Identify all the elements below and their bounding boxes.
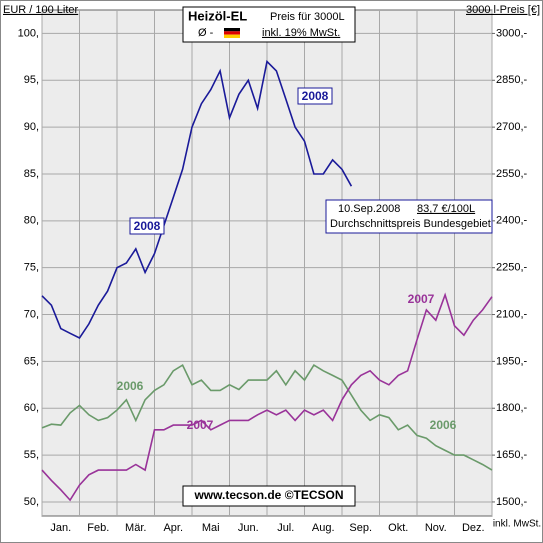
flag-red: [224, 31, 240, 35]
y2-tick-label: 3000,-: [496, 27, 528, 39]
source-frame: [182, 485, 356, 507]
x-tick-label: Aug.: [312, 522, 335, 534]
y2-tick-label: 2850,-: [496, 74, 528, 86]
y-tick-label: 75,: [24, 262, 39, 274]
x-tick-label: Mai: [202, 522, 220, 534]
y2-tick-label: 1500,-: [496, 496, 528, 508]
series-label: 2007: [187, 418, 214, 432]
x-tick-label: Dez.: [462, 522, 485, 534]
series-label: 2008: [134, 219, 161, 233]
y2-tick-label: 2400,-: [496, 215, 528, 227]
series-line: [41, 59, 353, 340]
x-tick-label: Jan.: [50, 522, 71, 534]
y-tick-label: 60,: [24, 402, 39, 414]
y2-axis-label: 3000 l-Preis [€]: [466, 4, 540, 16]
flag-black: [224, 28, 240, 32]
series-label: 2007: [408, 292, 435, 306]
series-label: 2008: [302, 89, 329, 103]
source-box: www.tecson.de ©TECSON: [182, 485, 356, 507]
x-note: inkl. MwSt.: [493, 519, 541, 530]
y2-tick-label: 1800,-: [496, 402, 528, 414]
x-tick-label: Jun.: [238, 522, 259, 534]
y2-tick-label: 1650,-: [496, 449, 528, 461]
y-tick-label: 80,: [24, 215, 39, 227]
title-frame: [182, 6, 356, 43]
source: www.tecson.de ©TECSON: [193, 488, 343, 502]
annotation-price: 83,7 €/100L: [417, 203, 475, 215]
x-tick-label: Jul.: [277, 522, 294, 534]
y-tick-label: 95,: [24, 74, 39, 86]
y-tick-label: 70,: [24, 308, 39, 320]
flag: [224, 28, 240, 38]
y2-tick-label: 2550,-: [496, 168, 528, 180]
series-line: [41, 292, 493, 502]
y2-tick-label: 1950,-: [496, 355, 528, 367]
chart-title: Heizöl-EL: [188, 8, 247, 23]
y-axis-label: EUR / 100 Liter: [3, 4, 79, 16]
y2-tick-label: 2700,-: [496, 121, 528, 133]
annotation-note: Durchschnittspreis Bundesgebiet: [330, 218, 491, 230]
annotation-box: 10.Sep.2008 83,7 €/100L Durchschnittspre…: [325, 199, 493, 234]
x-tick-label: Nov.: [425, 522, 447, 534]
tax-note: inkl. 19% MwSt.: [262, 27, 340, 39]
y-tick-label: 100,: [18, 27, 39, 39]
series-label-frame: [297, 87, 333, 105]
series-label: 2006: [430, 418, 457, 432]
x-tick-label: Apr.: [163, 522, 183, 534]
title-box: Heizöl-EL Preis für 3000L Ø - inkl. 19% …: [182, 6, 356, 43]
lines: [41, 59, 493, 502]
y-tick-label: 55,: [24, 449, 39, 461]
y-tick-label: 85,: [24, 168, 39, 180]
annotation-date: 10.Sep.2008: [338, 203, 400, 215]
annotation-frame: [325, 199, 493, 234]
flag-gold: [224, 34, 240, 38]
average-label: Ø -: [198, 27, 214, 39]
x-tick-label: Okt.: [388, 522, 408, 534]
series-label-frame: [129, 217, 165, 235]
y2-tick-label: 2100,-: [496, 308, 528, 320]
x-tick-label: Feb.: [87, 522, 109, 534]
chart-subtitle: Preis für 3000L: [270, 11, 345, 23]
y-tick-label: 65,: [24, 355, 39, 367]
x-tick-label: Sep.: [349, 522, 372, 534]
y-tick-label: 90,: [24, 121, 39, 133]
x-tick-label: Mär.: [125, 522, 146, 534]
series-line: [41, 363, 493, 471]
y2-tick-label: 2250,-: [496, 262, 528, 274]
series-label: 2006: [117, 379, 144, 393]
y-tick-label: 50,: [24, 496, 39, 508]
